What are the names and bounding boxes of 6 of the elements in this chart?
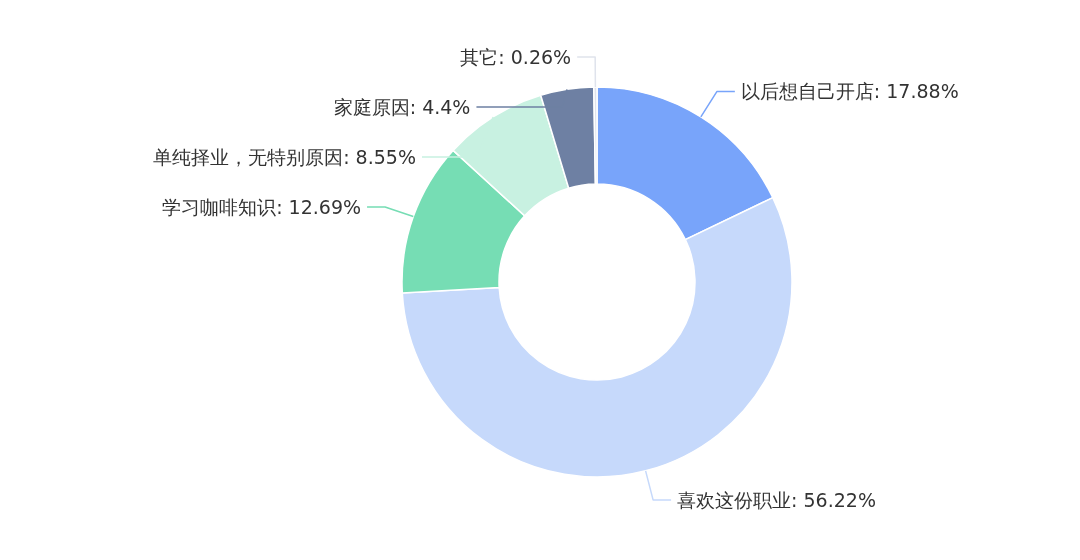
slice-label: 以后想自己开店: 17.88% xyxy=(740,80,959,103)
slice-label: 其它: 0.26% xyxy=(460,45,572,68)
slice-label: 学习咖啡知识: 12.69% xyxy=(162,195,362,218)
slice-label: 家庭原因: 4.4% xyxy=(333,95,471,118)
slice-label: 单纯择业，无特别原因: 8.55% xyxy=(153,145,416,168)
slice-label: 喜欢这份职业: 56.22% xyxy=(677,488,876,511)
